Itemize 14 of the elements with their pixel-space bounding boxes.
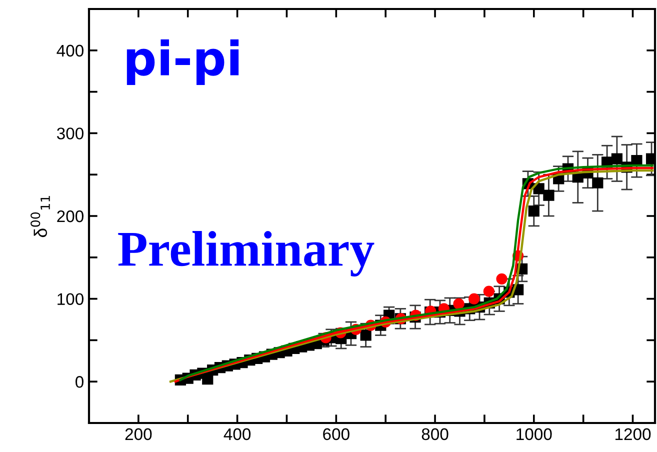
y-tick-label: 200 xyxy=(57,210,84,222)
x-tick-label: 200 xyxy=(125,428,152,440)
y-tick-label: 400 xyxy=(56,44,84,57)
y-axis-title: δ$^{00}$$_{11}$ xyxy=(30,196,50,238)
x-tick-label: 800 xyxy=(422,428,448,440)
x-tick-label: 1000 xyxy=(516,428,552,440)
y-tick-label: 300 xyxy=(56,128,84,140)
x-tick-label: 1200 xyxy=(615,428,651,440)
annotation: pi-pi xyxy=(126,39,239,86)
y-tick-label: 0 xyxy=(76,376,84,388)
x-tick-label: 600 xyxy=(323,428,350,440)
x-tick-label: 400 xyxy=(224,428,251,440)
y-tick-label: 100 xyxy=(58,293,84,306)
annotation: Preliminary xyxy=(118,230,374,276)
